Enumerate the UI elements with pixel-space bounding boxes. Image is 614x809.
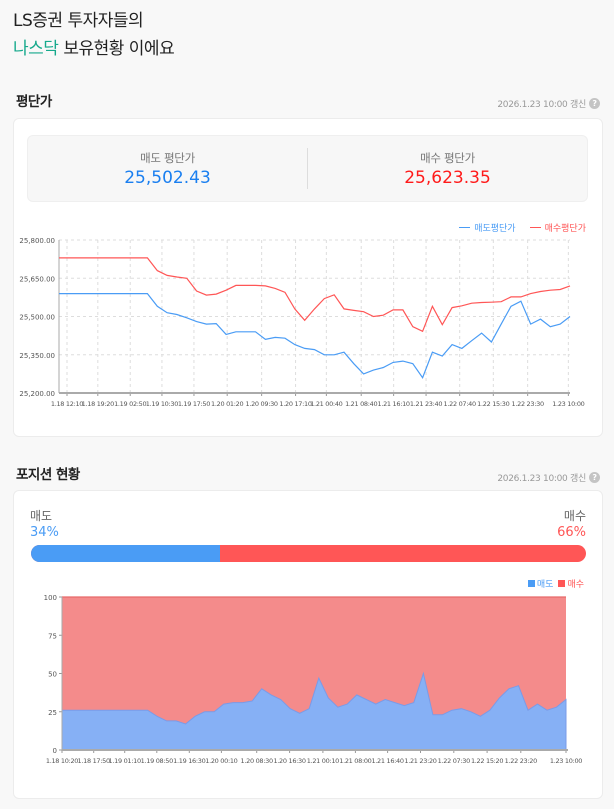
page-title: LS증권 투자자들의 나스닥 보유현황 이에요 bbox=[13, 7, 175, 63]
x-tick-label: 1.19 01:10 bbox=[109, 757, 141, 765]
x-tick-label: 1.22 15:30 bbox=[477, 400, 509, 408]
position-section-title: 포지션 현황 bbox=[16, 467, 80, 483]
x-tick-label: 1.18 12:10 bbox=[51, 400, 83, 408]
avg-price-chart: 25,200.00 25,350.00 25,500.00 25,650.00 25,8… bbox=[19, 237, 585, 408]
buy-label: 매수 bbox=[563, 509, 586, 523]
x-tick-label: 1.19 10:30 bbox=[146, 400, 178, 408]
y-tick-label: 50 bbox=[48, 671, 57, 679]
avg-updated-text: 2026.1.23 10:00 갱신 bbox=[497, 100, 586, 110]
x-tick-label: 1.21 23:40 bbox=[410, 400, 442, 408]
x-tick-label: 1.20 17:10 bbox=[279, 400, 311, 408]
x-tick-label: 1.21 00:40 bbox=[310, 400, 342, 408]
legend-sell[interactable]: 매도 bbox=[527, 577, 554, 590]
x-tick-label: 1.19 08:50 bbox=[141, 757, 173, 765]
legend-buy[interactable]: 매수 bbox=[558, 577, 584, 590]
sell-area bbox=[61, 671, 567, 751]
question-circle-icon[interactable]: ? bbox=[589, 472, 600, 483]
x-tick-label: 1.21 08:40 bbox=[345, 400, 377, 408]
x-tick-label: 1.22 15:20 bbox=[471, 757, 503, 765]
y-tick-label: 25 bbox=[48, 709, 57, 717]
x-tick-label: 1.23 10:00 bbox=[550, 757, 582, 765]
y-tick-label: 0 bbox=[53, 747, 57, 755]
x-tick-label: 1.20 08:30 bbox=[241, 757, 273, 765]
title-line-1: LS증권 투자자들의 bbox=[13, 11, 144, 31]
sell-pct: 34% bbox=[30, 525, 59, 540]
legend-sell-label: 매도 bbox=[536, 580, 554, 590]
avg-updated: 2026.1.23 10:00 갱신 ? bbox=[497, 97, 600, 110]
sell-avg: 매도 평단가 25,502.43 bbox=[28, 136, 307, 201]
y-tick-label: 25,200.00 bbox=[19, 390, 55, 398]
x-tick-label: 1.18 17:50 bbox=[78, 757, 110, 765]
chart2-legend: 매도 매수 bbox=[527, 577, 584, 590]
x-tick-label: 1.20 16:30 bbox=[273, 757, 305, 765]
y-tick-label: 25,800.00 bbox=[19, 237, 55, 245]
position-updated: 2026.1.23 10:00 갱신 ? bbox=[497, 471, 600, 484]
position-ratio-bar bbox=[31, 545, 586, 562]
buy-avg-value: 25,623.35 bbox=[404, 167, 491, 188]
x-tick-label: 1.20 09:30 bbox=[245, 400, 277, 408]
title-rest: 보유현황 이에요 bbox=[58, 39, 175, 59]
y-tick-label: 75 bbox=[48, 632, 57, 640]
y-tick-label: 100 bbox=[44, 594, 57, 602]
x-tick-label: 1.19 02:50 bbox=[114, 400, 146, 408]
y-tick-label: 25,500.00 bbox=[19, 314, 55, 322]
avg-section-title: 평단가 bbox=[16, 94, 52, 110]
position-ratio-sell-fill bbox=[31, 545, 220, 562]
buy-avg-label: 매수 평단가 bbox=[420, 150, 475, 165]
legend-buy-label: 매수평단가 bbox=[544, 224, 586, 234]
sell-avg-value: 25,502.43 bbox=[124, 167, 211, 188]
buy-avg: 매수 평단가 25,623.35 bbox=[308, 136, 587, 201]
x-tick-label: 1.21 16:40 bbox=[371, 757, 403, 765]
x-tick-label: 1.21 00:10 bbox=[307, 757, 339, 765]
series-line-buy bbox=[59, 257, 571, 333]
x-tick-label: 1.21 08:00 bbox=[339, 757, 371, 765]
x-tick-label: 1.22 07:30 bbox=[438, 757, 470, 765]
title-accent: 나스닥 bbox=[13, 39, 59, 59]
series-line-sell bbox=[59, 293, 571, 379]
legend-sell-label: 매도평단가 bbox=[474, 224, 516, 234]
x-tick-label: 1.18 10:20 bbox=[46, 757, 78, 765]
y-tick-label: 25,650.00 bbox=[19, 275, 55, 283]
x-tick-label: 1.20 00:10 bbox=[205, 757, 237, 765]
x-tick-label: 1.22 23:20 bbox=[505, 757, 537, 765]
position-updated-text: 2026.1.23 10:00 갱신 bbox=[497, 474, 586, 484]
buy-pct: 66% bbox=[557, 525, 586, 540]
x-tick-label: 1.18 19:20 bbox=[82, 400, 114, 408]
chart1-legend: 매도평단가 매수평단가 bbox=[459, 221, 586, 234]
avg-summary: 매도 평단가 25,502.43 매수 평단가 25,623.35 bbox=[27, 135, 588, 202]
y-tick-label: 25,350.00 bbox=[19, 352, 55, 360]
title-line-2: 나스닥 보유현황 이에요 bbox=[13, 35, 175, 63]
x-tick-label: 1.21 23:20 bbox=[404, 757, 436, 765]
sell-label: 매도 bbox=[30, 509, 53, 523]
x-tick-label: 1.21 16:10 bbox=[377, 400, 409, 408]
legend-sell[interactable]: 매도평단가 bbox=[459, 221, 516, 234]
question-circle-icon[interactable]: ? bbox=[589, 98, 600, 109]
x-tick-label: 1.22 23:30 bbox=[512, 400, 544, 408]
x-tick-label: 1.22 07:40 bbox=[444, 400, 476, 408]
legend-buy-label: 매수 bbox=[567, 580, 584, 590]
x-tick-label: 1.20 01:20 bbox=[211, 400, 243, 408]
x-tick-label: 1.23 10:00 bbox=[552, 400, 584, 408]
legend-buy[interactable]: 매수평단가 bbox=[529, 221, 586, 234]
sell-avg-label: 매도 평단가 bbox=[140, 150, 195, 165]
divider bbox=[307, 148, 308, 189]
x-tick-label: 1.19 16:30 bbox=[173, 757, 205, 765]
x-tick-label: 1.19 17:50 bbox=[178, 400, 210, 408]
